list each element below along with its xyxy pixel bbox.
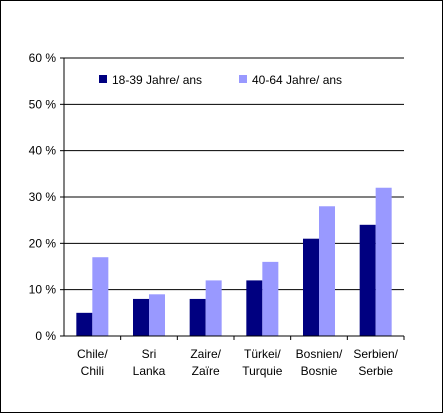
x-tick-label: Zaire/ [190, 347, 221, 361]
legend-label: 40-64 Jahre/ ans [252, 73, 342, 87]
bar-series1 [359, 224, 376, 336]
x-axis-ticks: Chile/Chili Sri Lanka Zaire/Zaïre Türkei/Tur… [77, 336, 405, 378]
x-tick-label: Bosnien/ [296, 347, 343, 361]
bar-series2 [205, 280, 222, 336]
bar-series1 [133, 298, 149, 336]
x-tick-label: Zaïre [192, 364, 220, 378]
x-tick-label: Bosnie [301, 364, 338, 378]
y-tick-label: 20 % [29, 236, 57, 250]
bar-series1 [246, 280, 263, 336]
y-tick-label: 10 % [29, 283, 57, 297]
bar-series1 [189, 298, 206, 336]
bar-series1 [303, 238, 319, 336]
bars [76, 187, 392, 336]
x-tick-label: Turquie [242, 364, 283, 378]
x-tick-label: Sri [142, 347, 157, 361]
x-tick-label: Türkei/ [244, 347, 281, 361]
y-tick-label: 50 % [29, 97, 57, 111]
y-axis-ticks: 0 % 10 % 20 % 30 % 40 % 50 % 60 % [29, 51, 64, 343]
bar-series2 [92, 257, 109, 336]
y-tick-label: 60 % [29, 51, 57, 65]
x-tick-label: Serbien/ [353, 347, 398, 361]
bar-series1 [76, 312, 93, 336]
legend: 18-39 Jahre/ ans 40-64 Jahre/ ans [99, 73, 342, 87]
y-tick-label: 40 % [29, 144, 57, 158]
x-tick-label: Serbie [358, 364, 393, 378]
legend-swatch [239, 75, 247, 83]
legend-swatch [99, 75, 107, 83]
bar-series2 [262, 261, 279, 336]
legend-label: 18-39 Jahre/ ans [112, 73, 202, 87]
x-tick-label: Chili [81, 364, 104, 378]
x-tick-label: Chile/ [77, 347, 108, 361]
y-tick-label: 30 % [29, 190, 57, 204]
bar-series2 [375, 187, 392, 336]
x-tick-label: Lanka [133, 364, 166, 378]
bar-series2 [319, 206, 335, 336]
bar-series2 [149, 294, 165, 336]
gridlines [64, 57, 404, 291]
y-tick-label: 0 % [35, 329, 56, 343]
